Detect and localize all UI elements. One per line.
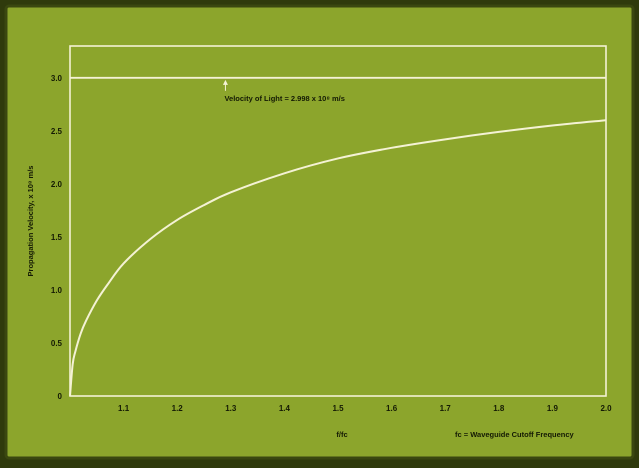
velocity-curve bbox=[69, 119, 607, 397]
x-tick-label: 1.2 bbox=[172, 404, 184, 413]
cutoff-frequency-note: fc = Waveguide Cutoff Frequency bbox=[455, 430, 575, 439]
light-speed-label: Velocity of Light = 2.998 x 10⁸ m/s bbox=[224, 94, 344, 103]
x-tick-label: 1.1 bbox=[118, 404, 130, 413]
y-tick-label: 1.0 bbox=[51, 286, 63, 295]
x-tick-label: 1.3 bbox=[225, 404, 237, 413]
x-tick-label: 1.4 bbox=[279, 404, 291, 413]
y-tick-labels: 0 0.5 1.0 1.5 2.0 2.5 3.0 bbox=[51, 74, 63, 401]
x-tick-label: 1.9 bbox=[547, 404, 559, 413]
x-tick-label: 2.0 bbox=[600, 404, 612, 413]
y-tick-label: 1.5 bbox=[51, 233, 63, 242]
y-tick-label: 2.0 bbox=[51, 180, 63, 189]
x-axis-label: f/fc bbox=[336, 430, 347, 439]
x-tick-label: 1.7 bbox=[440, 404, 452, 413]
y-axis-label: Propagation Velocity, x 10⁸ m/s bbox=[26, 166, 35, 277]
x-tick-label: 1.5 bbox=[332, 404, 344, 413]
light-speed-annotation: Velocity of Light = 2.998 x 10⁸ m/s bbox=[222, 79, 345, 103]
x-tick-label: 1.6 bbox=[386, 404, 398, 413]
y-tick-label: 0.5 bbox=[51, 339, 63, 348]
y-tick-label: 0 bbox=[58, 392, 63, 401]
x-tick-label: 1.8 bbox=[493, 404, 505, 413]
chart-background bbox=[4, 4, 635, 460]
annotation-arrow-head bbox=[222, 79, 228, 85]
plot-frame bbox=[69, 45, 607, 397]
x-tick-labels: 1.1 1.2 1.3 1.4 1.5 1.6 1.7 1.8 1.9 2.0 bbox=[118, 404, 612, 413]
y-tick-label: 2.5 bbox=[51, 127, 63, 136]
y-tick-label: 3.0 bbox=[51, 74, 63, 83]
